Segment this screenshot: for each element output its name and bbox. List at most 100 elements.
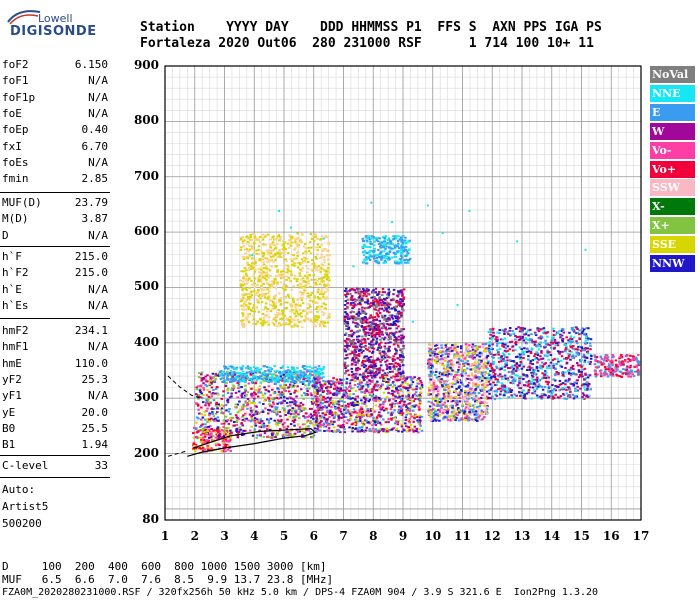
echo-point xyxy=(241,322,244,325)
echo-point xyxy=(269,242,273,245)
echo-point xyxy=(365,419,368,422)
echo-point xyxy=(209,379,213,382)
echo-point xyxy=(391,385,395,388)
echo-point xyxy=(273,376,277,379)
echo-point xyxy=(384,398,387,401)
echo-point xyxy=(226,401,230,404)
echo-point xyxy=(287,390,291,393)
echo-point xyxy=(277,234,281,237)
echo-point xyxy=(396,260,399,263)
echo-point xyxy=(297,407,301,410)
echo-point xyxy=(283,263,286,266)
echo-point xyxy=(409,426,412,429)
echo-point xyxy=(379,360,382,363)
echo-point xyxy=(364,333,367,336)
echo-point xyxy=(312,262,316,265)
echo-point xyxy=(210,417,213,420)
echo-point xyxy=(265,373,268,376)
echo-point xyxy=(314,378,317,381)
echo-point xyxy=(326,386,330,389)
echo-point xyxy=(320,305,323,308)
echo-point xyxy=(444,353,447,356)
echo-point xyxy=(436,399,440,402)
echo-point xyxy=(292,325,296,328)
echo-point xyxy=(404,255,408,258)
echo-point xyxy=(282,396,286,399)
echo-point xyxy=(364,335,368,338)
echo-point xyxy=(272,317,276,320)
echo-point xyxy=(241,308,244,311)
echo-point xyxy=(216,411,219,414)
echo-point xyxy=(402,386,405,389)
echo-point xyxy=(379,341,383,344)
echo-point xyxy=(203,431,207,434)
echo-point xyxy=(277,397,280,400)
echo-point xyxy=(347,353,350,356)
echo-point xyxy=(213,380,217,383)
echo-point xyxy=(378,332,382,335)
echo-point xyxy=(210,427,213,430)
echo-point xyxy=(295,310,298,313)
echo-point xyxy=(356,361,359,364)
echo-point xyxy=(380,428,384,431)
echo-point xyxy=(442,367,446,370)
echo-point xyxy=(203,410,207,413)
echo-point xyxy=(226,374,229,377)
param-row: fxI 6.70 xyxy=(2,140,108,157)
echo-point xyxy=(240,368,243,371)
echo-point xyxy=(314,301,318,304)
echo-point xyxy=(371,379,374,382)
echo-point xyxy=(394,399,398,402)
echo-point xyxy=(460,390,463,393)
echo-point xyxy=(332,404,336,407)
echo-point xyxy=(380,258,383,261)
echo-point xyxy=(323,412,326,415)
echo-point xyxy=(470,372,474,375)
echo-point xyxy=(286,242,290,245)
echo-point xyxy=(280,418,283,421)
echo-point xyxy=(376,385,379,388)
echo-point xyxy=(327,313,331,316)
echo-point xyxy=(430,401,433,404)
echo-point xyxy=(253,270,257,273)
echo-point xyxy=(254,261,257,264)
echo-point xyxy=(391,389,394,392)
echo-point xyxy=(360,296,363,299)
echo-point xyxy=(339,407,342,410)
echo-point xyxy=(286,378,289,381)
echo-point xyxy=(408,430,411,433)
echo-point xyxy=(263,374,267,377)
echo-point xyxy=(360,317,364,320)
echo-point xyxy=(261,258,265,261)
echo-point xyxy=(285,275,288,278)
echo-point xyxy=(311,367,314,370)
echo-point xyxy=(243,303,246,306)
echo-point xyxy=(282,248,285,251)
echo-point xyxy=(382,240,385,243)
echo-point xyxy=(242,292,246,295)
echo-point xyxy=(345,422,349,425)
echo-point xyxy=(314,235,317,238)
echo-point xyxy=(352,315,356,318)
echo-point xyxy=(400,305,404,308)
echo-point xyxy=(279,386,283,389)
echo-point xyxy=(294,404,298,407)
echo-point xyxy=(431,371,435,374)
echo-point xyxy=(337,424,340,427)
echo-point xyxy=(229,413,232,416)
param-name: M(D) xyxy=(2,212,29,226)
echo-point xyxy=(373,374,377,377)
echo-point xyxy=(310,246,313,249)
echo-point xyxy=(378,312,382,315)
echo-point xyxy=(351,387,355,390)
echo-point xyxy=(401,293,404,296)
echo-point xyxy=(388,362,391,365)
echo-point xyxy=(289,315,292,318)
echo-point xyxy=(259,322,263,325)
echo-point xyxy=(326,423,330,426)
echo-point xyxy=(297,429,300,432)
echo-point xyxy=(247,302,251,305)
echo-point xyxy=(459,381,463,384)
echo-point xyxy=(376,324,379,327)
echo-point xyxy=(368,235,371,238)
